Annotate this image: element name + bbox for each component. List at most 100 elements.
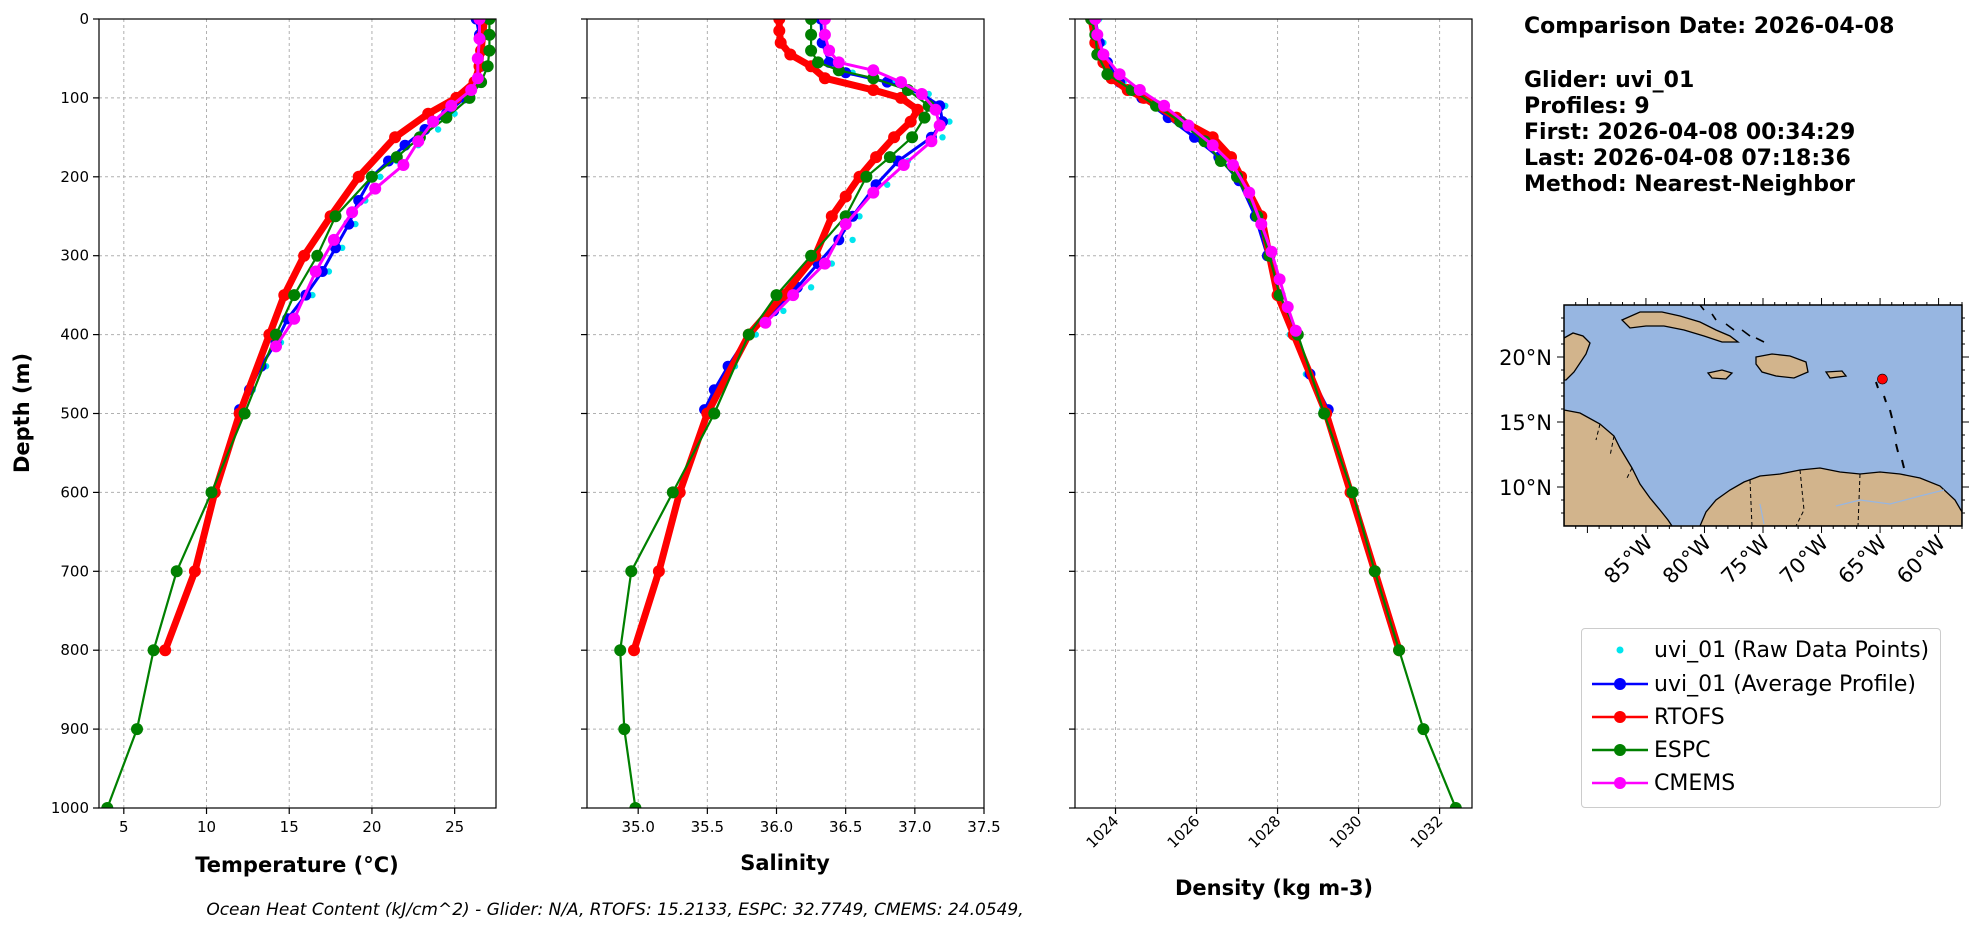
temperature-rtofs-point [352, 170, 365, 183]
salinity-cmems-point [823, 44, 836, 57]
legend-swatch-avg [1592, 678, 1648, 690]
temperature-cmems-point [288, 312, 301, 325]
salinity-cmems-point [787, 289, 800, 302]
comparison-date: Comparison Date: 2026-04-08 [1524, 14, 1895, 39]
density-cmems-point [1227, 159, 1239, 171]
temperature-cmems-point [473, 19, 486, 25]
interpolation-method: Method: Nearest-Neighbor [1524, 172, 1855, 197]
map-land-jamaica [1706, 369, 1734, 380]
density-cmems-point [1091, 28, 1104, 41]
legend-item-cmems: CMEMS [1582, 768, 1940, 798]
salinity-rtofs-point [628, 644, 640, 657]
salinity-rtofs-point [652, 565, 665, 578]
temperature-cmems-point [369, 182, 382, 195]
density-cmems-line [1093, 19, 1298, 333]
legend-swatch-cmems [1592, 777, 1648, 789]
temperature-rtofs-point [389, 131, 402, 144]
legend-label-rtofs: RTOFS [1654, 705, 1725, 730]
depth-tick-label: 600 [60, 483, 89, 501]
temperature-espc-point [238, 407, 251, 420]
salinity-raw-point [939, 134, 946, 141]
density-series-cmems [1089, 19, 1302, 337]
salinity-cmems-point [929, 103, 942, 116]
salinity-cmems-point [818, 19, 831, 25]
density-avg-line [1093, 19, 1330, 412]
temperature-rtofs-point [298, 249, 311, 262]
depth-tick-label: 300 [60, 247, 89, 265]
density-cmems-point [1255, 218, 1268, 231]
density-tick-label: 1026 [1164, 812, 1204, 852]
salinity-cmems-point [867, 186, 880, 199]
temperature-cmems-point [473, 32, 486, 45]
salinity-espc-point [742, 328, 755, 341]
glider-location-marker [1877, 373, 1888, 385]
salinity-series-espc [614, 19, 935, 808]
map-lon-label: 70°W [1775, 530, 1833, 588]
density-tick-label: 1030 [1326, 812, 1366, 852]
density-grid [1075, 18, 1472, 809]
density-cmems-point [1097, 48, 1110, 61]
salinity-grid [587, 18, 985, 809]
first-profile-time: First: 2026-04-08 00:34:29 [1524, 120, 1856, 145]
salinity-rtofs-point [870, 151, 883, 164]
map-lon-label: 75°W [1717, 530, 1775, 588]
glider-name: Glider: uvi_01 [1524, 68, 1695, 93]
salinity-raw-point [849, 236, 856, 244]
map-lon-label: 80°W [1658, 530, 1716, 588]
salinity-series-rtofs [628, 19, 924, 657]
temperature-tick-label: 25 [445, 818, 464, 836]
density-cmems-point [1206, 139, 1219, 152]
temperature-cmems-point [471, 72, 484, 85]
salinity-espc-point [805, 19, 818, 25]
salinity-espc-point [860, 170, 873, 183]
temperature-grid [99, 18, 496, 809]
depth-tick-label: 0 [79, 10, 89, 28]
legend-swatch-espc [1592, 744, 1648, 756]
temperature-rtofs-point [188, 565, 201, 578]
map-land-bahamas [1699, 305, 1765, 343]
depth-tick-label: 500 [60, 405, 89, 423]
salinity-espc-point [906, 131, 919, 144]
density-tick-label: 1028 [1245, 812, 1285, 852]
depth-tick-label: 400 [60, 326, 89, 344]
density-cmems-point [1265, 245, 1278, 258]
temperature-espc-point [483, 28, 496, 41]
salinity-espc-point [805, 28, 818, 41]
salinity-cmems-point [867, 64, 880, 77]
temperature-series-raw [239, 19, 486, 413]
temperature-tick-label: 5 [119, 818, 129, 836]
salinity-espc-point [625, 565, 638, 578]
salinity-rtofs-point [888, 131, 901, 144]
map-lon-label: 60°W [1892, 530, 1950, 588]
map-land-cuba [1620, 311, 1740, 343]
density-cmems-point [1243, 186, 1256, 199]
map-borders [1595, 423, 1861, 526]
salinity-cmems-point [925, 135, 938, 148]
legend-label-avg: uvi_01 (Average Profile) [1654, 672, 1916, 697]
salinity-rtofs-point [774, 36, 787, 49]
salinity-espc-point [812, 56, 824, 69]
temperature-xlabel: Temperature (°C) [195, 853, 398, 877]
salinity-rtofs-point [784, 48, 797, 61]
salinity-raw-point [946, 118, 953, 125]
salinity-tick-label: 36.0 [760, 818, 793, 836]
salinity-espc-point [629, 802, 642, 808]
density-series-raw [1096, 19, 1326, 413]
salinity-rtofs-point [839, 190, 852, 203]
salinity-espc-point [618, 723, 631, 736]
last-profile-time: Last: 2026-04-08 07:18:36 [1524, 146, 1851, 171]
legend-item-avg: uvi_01 (Average Profile) [1582, 669, 1940, 699]
temperature-cmems-point [309, 265, 322, 278]
salinity-cmems-point [895, 76, 907, 89]
density-cmems-point [1281, 301, 1294, 313]
map-lon-label: 85°W [1599, 530, 1657, 588]
legend-swatch-rtofs [1592, 711, 1648, 723]
legend-label-cmems: CMEMS [1654, 771, 1736, 796]
salinity-espc-point [708, 407, 721, 420]
salinity-rtofs-point [904, 115, 917, 128]
legend-swatch-raw [1616, 646, 1624, 654]
depth-tick-label: 800 [60, 641, 89, 659]
temperature-cmems-point [397, 159, 410, 171]
temperature-raw-point [377, 173, 384, 180]
